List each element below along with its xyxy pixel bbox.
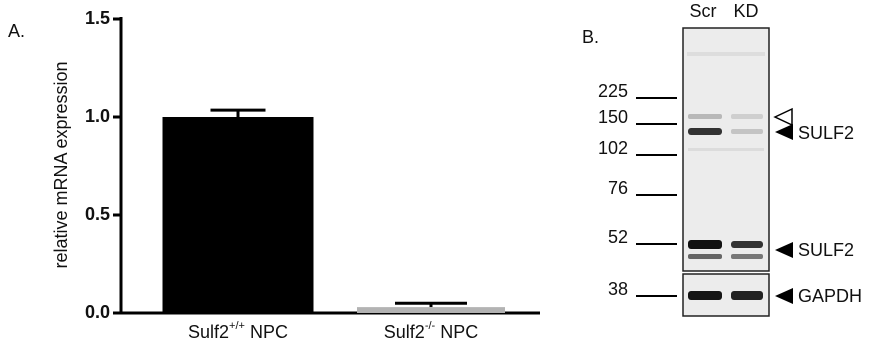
band-label: SULF2: [798, 240, 854, 260]
y-tick-label: 1.5: [85, 8, 110, 28]
marker-label: 102: [598, 138, 628, 158]
blot-arrows: [775, 109, 793, 304]
y-axis-label: relative mRNA expression: [51, 61, 71, 268]
marker-label: 52: [608, 227, 628, 247]
lane-label: KD: [733, 1, 758, 21]
y-tick-label: 1.0: [85, 106, 110, 126]
y-tick-label: 0.0: [85, 302, 110, 322]
band-label: GAPDH: [798, 286, 862, 306]
x-tick-label: Sulf2-/- NPC: [384, 320, 478, 342]
marker-label: 150: [598, 107, 628, 127]
bar: [357, 307, 505, 313]
marker-label: 225: [598, 81, 628, 101]
figure: A. relative mRNA expression B. 0.0 0.5 1.0…: [0, 0, 881, 351]
y-tick-label: 0.5: [85, 204, 110, 224]
band-label: SULF2: [798, 123, 854, 143]
bar: [163, 117, 314, 313]
x-tick-label: Sulf2+/+ NPC: [188, 320, 288, 342]
panel-label: B.: [582, 27, 599, 47]
panel-label: A.: [8, 21, 25, 41]
marker-label: 76: [608, 178, 628, 198]
lane-label: Scr: [690, 1, 717, 21]
marker-label: 38: [608, 279, 628, 299]
